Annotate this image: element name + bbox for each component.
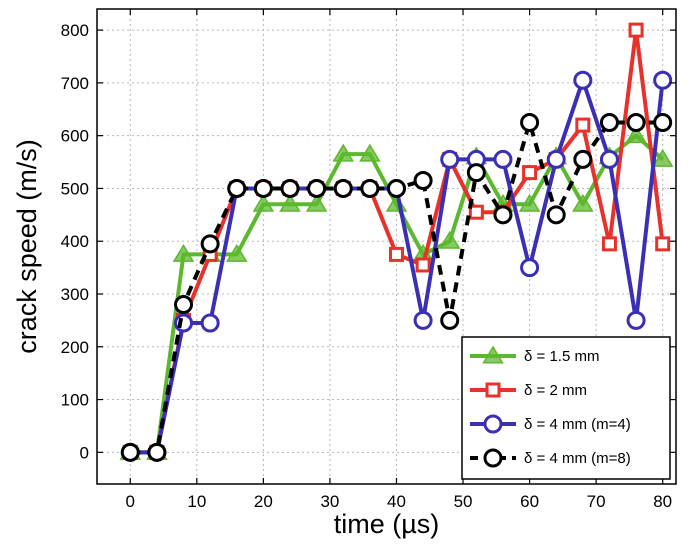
ticks: 0 10 20 30 40 50 60 70 8001002003004005006007008…: [61, 9, 676, 511]
x-tick-label: 0: [126, 492, 135, 511]
data-point: [415, 257, 431, 273]
data-point: [573, 149, 593, 169]
data-point: [573, 70, 593, 90]
x-tick-label: 70: [587, 492, 606, 511]
data-point: [280, 178, 300, 198]
series-group: [119, 22, 674, 462]
data-point: [601, 236, 617, 252]
x-tick-label: 30: [320, 492, 339, 511]
legend-marker: [483, 448, 503, 468]
data-point: [546, 205, 566, 225]
data-point: [520, 112, 540, 132]
data-point: [522, 165, 538, 181]
legend-item: δ = 2 mm: [470, 382, 587, 399]
legend-item: δ = 1.5 mm: [470, 345, 599, 365]
data-point: [440, 149, 460, 169]
y-tick-label: 500: [61, 179, 89, 198]
data-point: [653, 70, 673, 90]
data-point: [227, 178, 247, 198]
data-point: [493, 149, 513, 169]
data-point: [279, 193, 301, 212]
data-point: [120, 442, 140, 462]
legend-marker: [483, 414, 503, 434]
data-point: [520, 258, 540, 278]
y-tick-label: 800: [61, 21, 89, 40]
y-axis-title: crack speed (m/s): [12, 139, 42, 354]
y-tick-label: 700: [61, 74, 89, 93]
data-point: [626, 112, 646, 132]
legend-label: δ = 4 mm (m=8): [524, 450, 631, 467]
data-point: [575, 117, 591, 133]
data-point: [172, 243, 195, 262]
x-tick-label: 80: [653, 492, 672, 511]
x-tick-label: 40: [387, 492, 406, 511]
y-tick-label: 300: [61, 285, 89, 304]
y-tick-label: 0: [80, 443, 89, 462]
data-point: [655, 236, 671, 252]
data-point: [174, 313, 194, 333]
data-point: [307, 178, 327, 198]
data-point: [438, 230, 461, 249]
legend: δ = 1.5 mm δ = 2 mm δ = 4 mm (m=4) δ = 4 mm…: [461, 336, 671, 480]
y-tick-label: 400: [61, 232, 89, 251]
legend-label: δ = 1.5 mm: [524, 348, 599, 365]
x-tick-label: 10: [187, 492, 206, 511]
data-point: [518, 193, 541, 212]
data-point: [572, 193, 594, 212]
x-tick-label: 20: [254, 492, 273, 511]
data-point: [628, 22, 644, 38]
series-4: [120, 112, 673, 462]
data-point: [413, 310, 433, 330]
data-point: [651, 148, 674, 167]
data-point: [653, 112, 673, 132]
legend-marker: [482, 345, 504, 364]
data-point: [360, 178, 380, 198]
legend-marker: [485, 382, 501, 398]
data-point: [625, 125, 647, 144]
x-tick-label: 50: [454, 492, 473, 511]
data-point: [253, 178, 273, 198]
legend-label: δ = 4 mm (m=4): [524, 416, 631, 433]
legend-item: δ = 4 mm (m=4): [470, 414, 631, 434]
data-point: [200, 313, 220, 333]
data-point: [332, 143, 355, 162]
data-point: [200, 234, 220, 254]
data-point: [225, 243, 248, 262]
data-point: [440, 310, 460, 330]
data-point: [626, 310, 646, 330]
data-point: [599, 112, 619, 132]
data-point: [305, 193, 328, 212]
data-point: [466, 163, 486, 183]
data-point: [413, 171, 433, 191]
data-point: [546, 149, 566, 169]
y-tick-label: 200: [61, 338, 89, 357]
legend-item: δ = 4 mm (m=8): [470, 448, 631, 468]
data-point: [388, 246, 404, 262]
y-tick-label: 600: [61, 127, 89, 146]
x-axis-title: time (µs): [334, 509, 440, 539]
data-point: [252, 193, 275, 212]
data-point: [359, 143, 381, 162]
data-point: [386, 178, 406, 198]
data-point: [599, 149, 619, 169]
y-tick-label: 100: [61, 391, 89, 410]
data-point: [468, 204, 484, 220]
data-point: [493, 205, 513, 225]
data-point: [174, 295, 194, 315]
legend-label: δ = 2 mm: [524, 382, 587, 399]
plot-frame: [96, 8, 677, 485]
data-point: [333, 178, 353, 198]
x-tick-label: 60: [520, 492, 539, 511]
data-point: [147, 442, 167, 462]
